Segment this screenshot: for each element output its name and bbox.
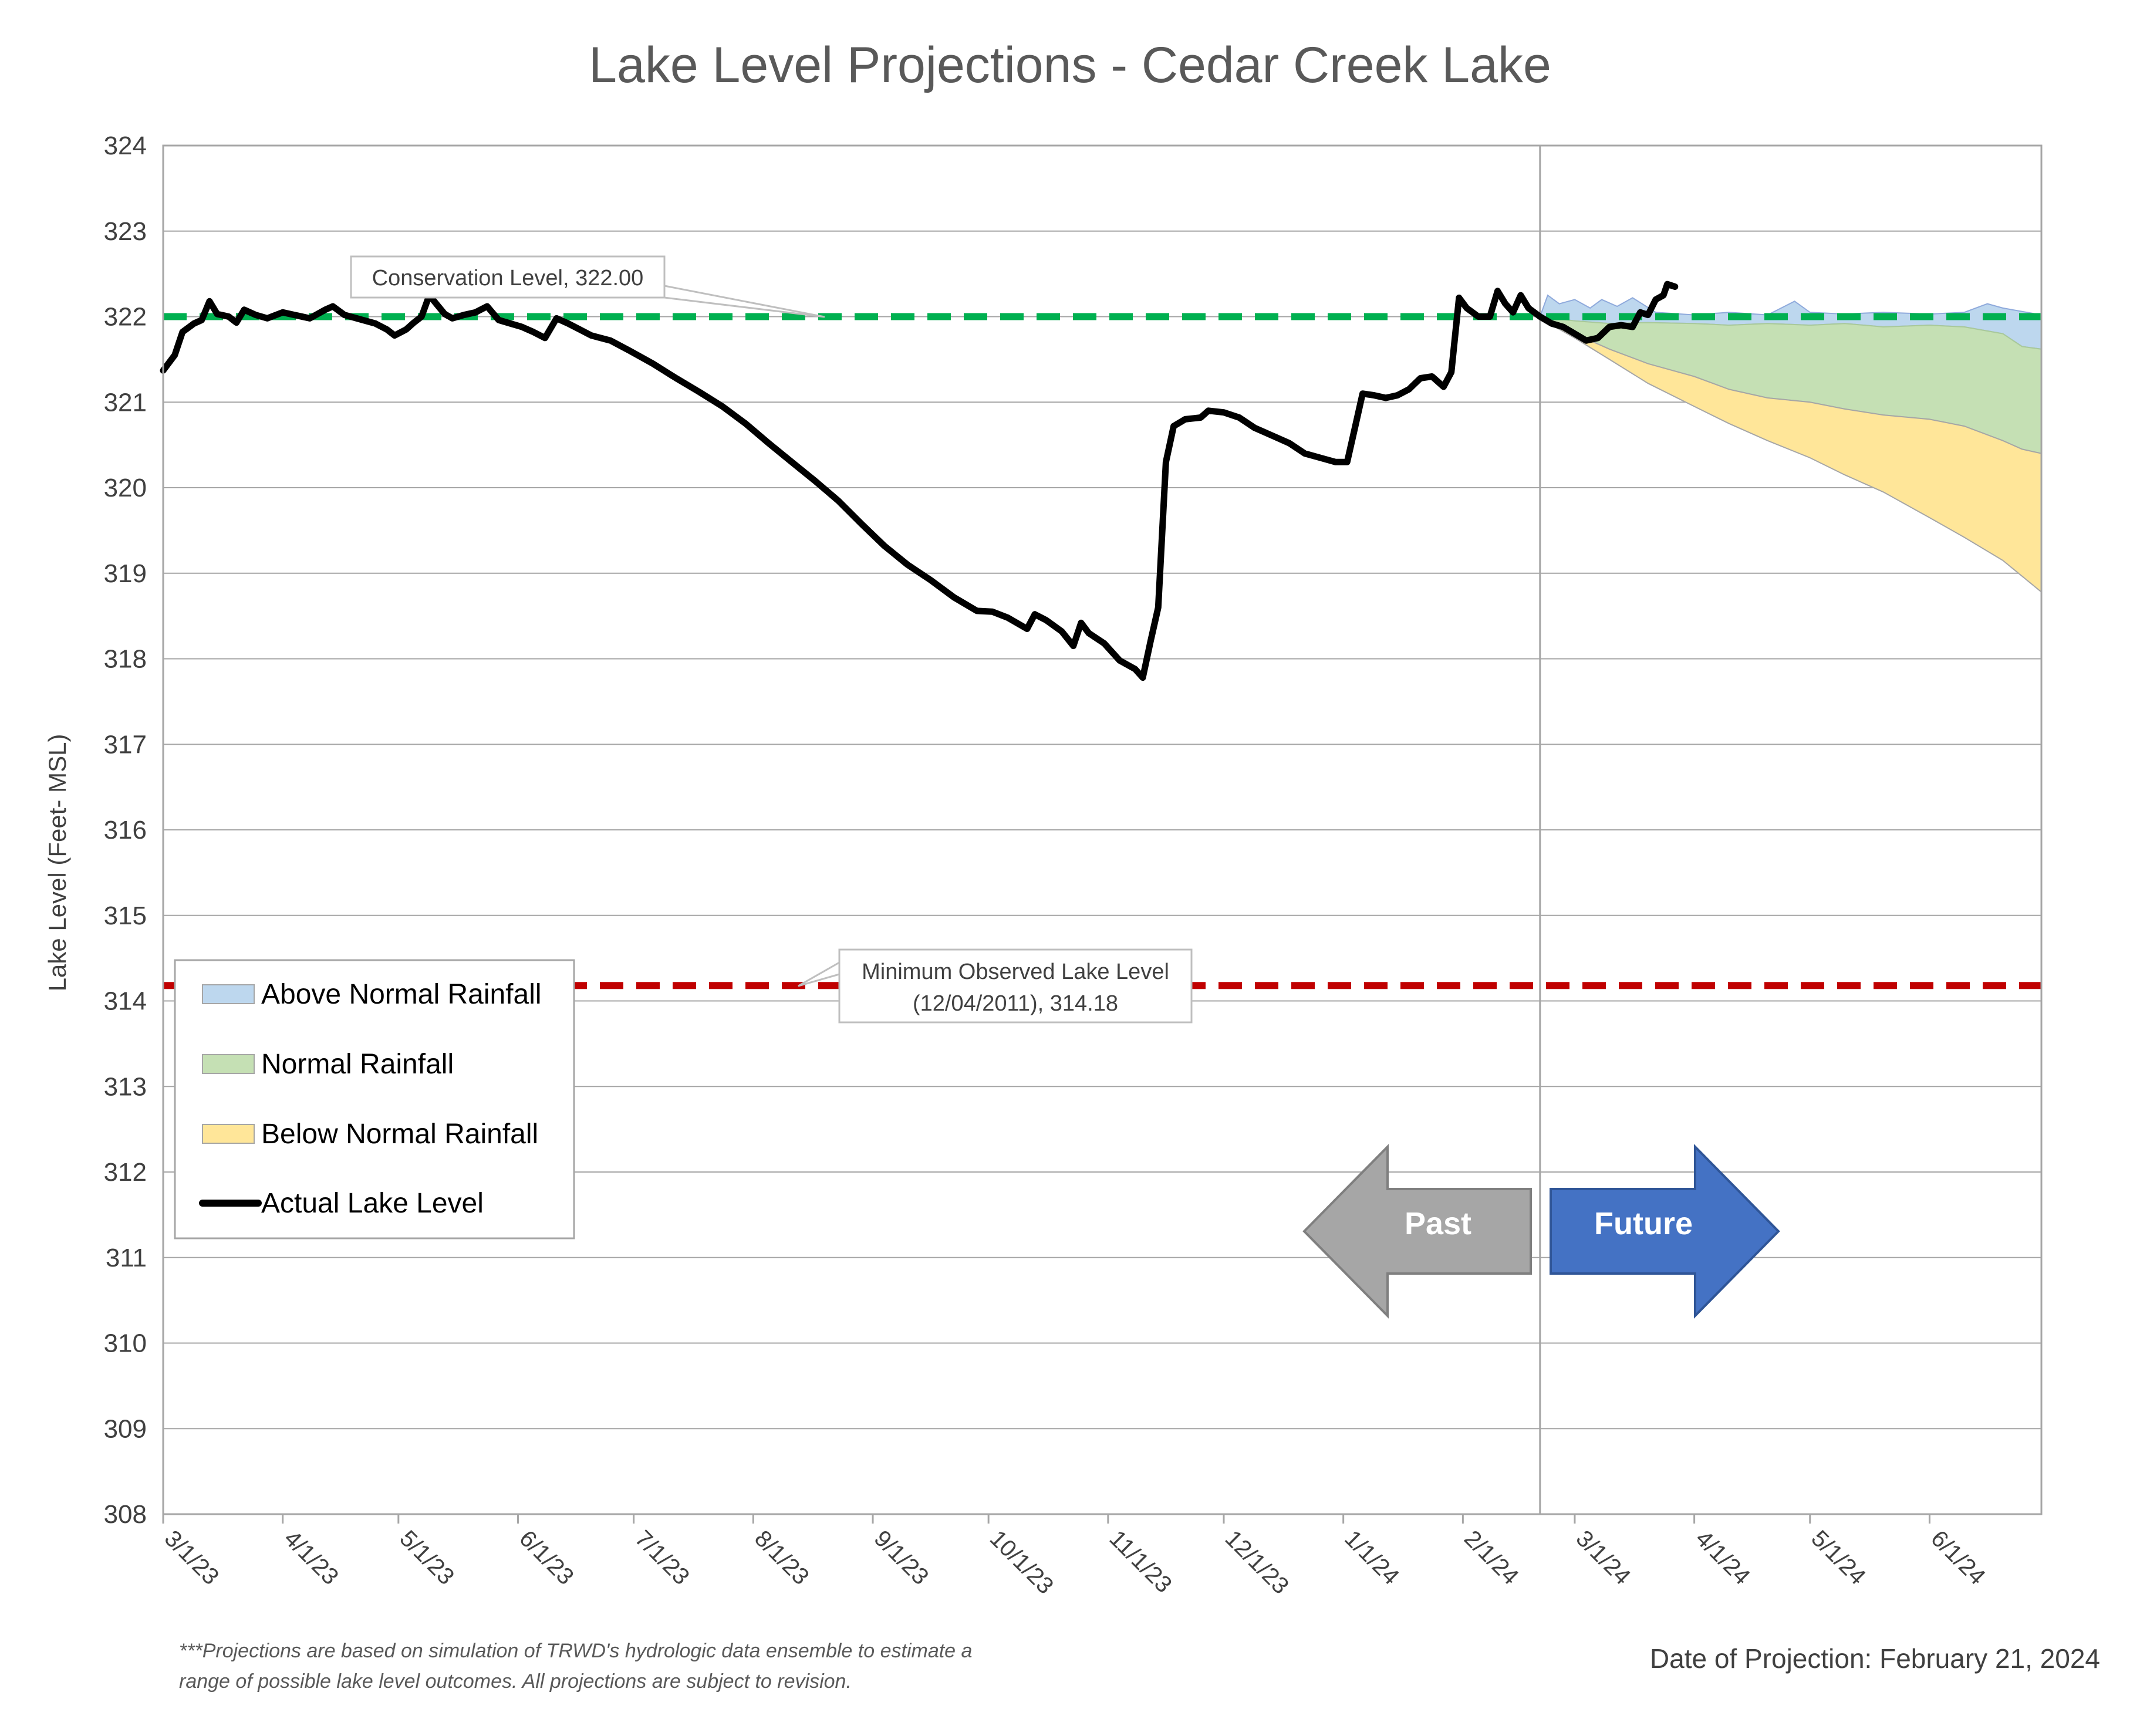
legend-box xyxy=(174,959,575,1239)
y-tick-label-323: 323 xyxy=(104,217,147,246)
legend-label-actual-level: Actual Lake Level xyxy=(261,1188,484,1219)
future-label: Future xyxy=(1594,1206,1693,1241)
y-tick-label-321: 321 xyxy=(104,388,147,417)
future-arrow: Future xyxy=(1550,1144,1780,1319)
conservation-level-callout: Conservation Level, 322.00 xyxy=(350,255,825,318)
minimum-level-callout: Minimum Observed Lake Level (12/04/2011)… xyxy=(798,948,1193,1024)
axes xyxy=(162,144,2043,1515)
y-tick-label-310: 310 xyxy=(104,1329,147,1358)
y-tick-label-309: 309 xyxy=(104,1414,147,1443)
conservation-callout-pointer xyxy=(664,285,825,318)
legend-swatch-below-normal xyxy=(202,1124,255,1144)
plot-frame xyxy=(162,144,2043,1515)
past-arrow: Past xyxy=(1302,1144,1532,1319)
conservation-level-label: Conservation Level, 322.00 xyxy=(372,266,644,291)
actual-lake-level-line xyxy=(160,281,1679,681)
past-label: Past xyxy=(1405,1206,1471,1241)
y-tick-label-316: 316 xyxy=(104,816,147,845)
projection-areas xyxy=(1539,294,2042,593)
past-arrow-shape xyxy=(1302,1144,1532,1319)
conservation-callout-box xyxy=(350,255,666,299)
y-tick-label-317: 317 xyxy=(104,730,147,759)
y-tick-label-324: 324 xyxy=(104,131,147,160)
actual-level-line-group xyxy=(160,281,1679,681)
chart-title: Lake Level Projections - Cedar Creek Lak… xyxy=(589,37,1551,93)
y-tick-label-312: 312 xyxy=(104,1158,147,1187)
y-tick-label-311: 311 xyxy=(106,1244,147,1272)
minimum-callout-pointer xyxy=(798,961,840,987)
y-tick-label-319: 319 xyxy=(104,559,147,588)
y-tick-label-315: 315 xyxy=(104,901,147,930)
y-axis-label: Lake Level (Feet- MSL) xyxy=(43,734,71,992)
y-tick-label-322: 322 xyxy=(104,303,147,332)
minimum-level-label-line2: (12/04/2011), 314.18 xyxy=(913,991,1118,1016)
legend: Above Normal Rainfall Normal Rainfall Be… xyxy=(174,959,575,1239)
y-tick-label-320: 320 xyxy=(104,474,147,502)
y-tick-label-314: 314 xyxy=(104,987,147,1016)
y-tick-labels: 308 309 310 311 312 313 314 315 316 317 318 319 320 3… xyxy=(104,131,147,1529)
minimum-callout-box xyxy=(838,948,1193,1024)
y-tick-label-308: 308 xyxy=(104,1500,147,1529)
footnote-line-2: range of possible lake level outcomes. A… xyxy=(179,1670,852,1693)
y-tick-label-318: 318 xyxy=(104,645,147,674)
legend-swatch-normal xyxy=(202,1054,255,1074)
legend-label-below-normal: Below Normal Rainfall xyxy=(261,1119,538,1150)
legend-swatch-above-normal xyxy=(202,984,255,1004)
legend-label-normal: Normal Rainfall xyxy=(261,1049,454,1080)
footnote-line-1: ***Projections are based on simulation o… xyxy=(179,1640,972,1662)
future-arrow-shape xyxy=(1550,1144,1780,1319)
y-tick-label-313: 313 xyxy=(104,1072,147,1101)
projection-date: Date of Projection: February 21, 2024 xyxy=(1650,1643,2100,1674)
legend-label-above-normal: Above Normal Rainfall xyxy=(261,979,542,1010)
minimum-level-label-line1: Minimum Observed Lake Level xyxy=(862,960,1169,984)
